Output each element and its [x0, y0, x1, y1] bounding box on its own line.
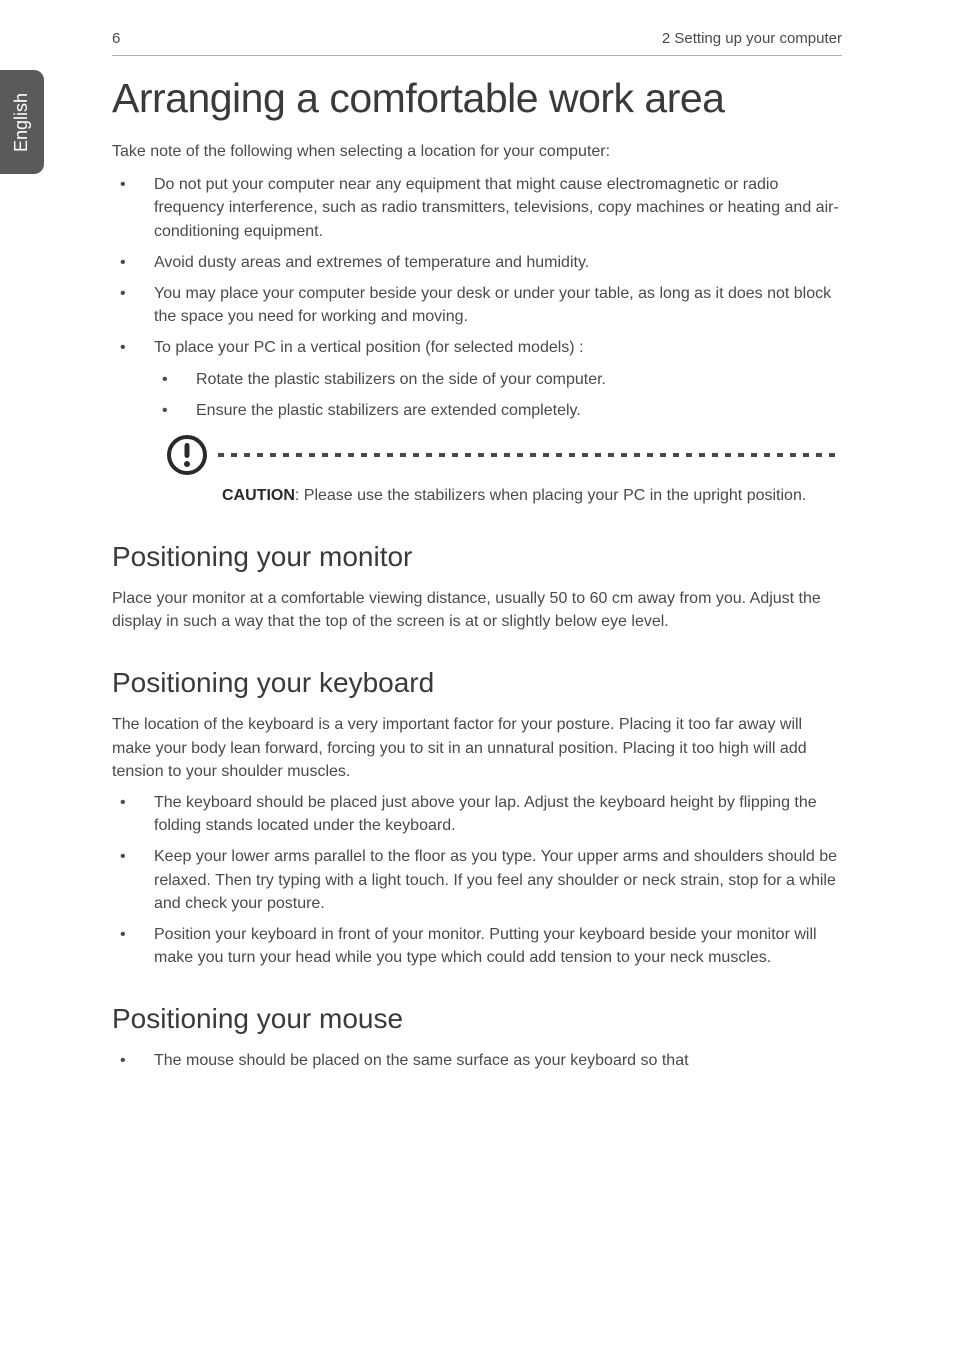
caution-body: : Please use the stabilizers when placin… [295, 487, 806, 504]
list-item-text: To place your PC in a vertical position … [154, 339, 584, 356]
monitor-heading: Positioning your monitor [112, 541, 842, 573]
list-item: Position your keyboard in front of your … [112, 923, 842, 969]
keyboard-intro: The location of the keyboard is a very i… [112, 713, 842, 783]
sub-list: Rotate the plastic stabilizers on the si… [154, 368, 842, 422]
page-number: 6 [112, 30, 120, 47]
caution-block: CAUTION: Please use the stabilizers when… [166, 434, 842, 507]
keyboard-heading: Positioning your keyboard [112, 667, 842, 699]
chapter-title: 2 Setting up your computer [662, 30, 842, 47]
page-content: Arranging a comfortable work area Take n… [112, 75, 842, 1081]
list-item: You may place your computer beside your … [112, 282, 842, 328]
list-item: Rotate the plastic stabilizers on the si… [154, 368, 842, 391]
work-area-list: Do not put your computer near any equipm… [112, 173, 842, 422]
list-item: Ensure the plastic stabilizers are exten… [154, 399, 842, 422]
list-item: To place your PC in a vertical position … [112, 336, 842, 422]
list-item: The mouse should be placed on the same s… [112, 1049, 842, 1072]
main-heading: Arranging a comfortable work area [112, 75, 842, 122]
language-side-tab: English [0, 70, 44, 174]
list-item: The keyboard should be placed just above… [112, 791, 842, 837]
dash-line [218, 448, 842, 462]
monitor-text: Place your monitor at a comfortable view… [112, 587, 842, 633]
caution-divider [166, 434, 842, 476]
list-item: Do not put your computer near any equipm… [112, 173, 842, 243]
page-header: 6 2 Setting up your computer [112, 30, 842, 56]
keyboard-list: The keyboard should be placed just above… [112, 791, 842, 969]
intro-text: Take note of the following when selectin… [112, 140, 842, 163]
caution-label: CAUTION [222, 487, 295, 504]
caution-icon [166, 434, 208, 476]
list-item: Avoid dusty areas and extremes of temper… [112, 251, 842, 274]
caution-text: CAUTION: Please use the stabilizers when… [222, 484, 842, 507]
list-item: Keep your lower arms parallel to the flo… [112, 845, 842, 915]
language-label: English [12, 92, 33, 151]
mouse-heading: Positioning your mouse [112, 1003, 842, 1035]
mouse-list: The mouse should be placed on the same s… [112, 1049, 842, 1072]
